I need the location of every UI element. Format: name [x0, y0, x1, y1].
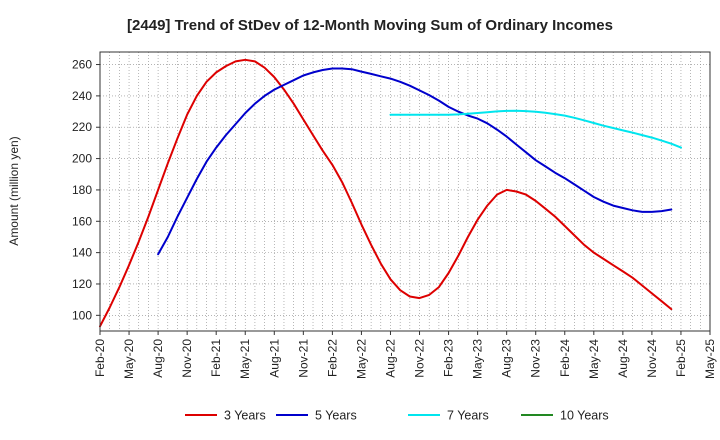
x-tick-label: Nov-20: [180, 339, 194, 378]
x-tick-label: Aug-20: [151, 339, 165, 378]
x-tick-label: Feb-21: [209, 339, 223, 377]
legend-label-5-years: 5 Years: [315, 409, 357, 423]
legend: 3 Years 5 Years 7 Years 10 Years: [185, 409, 609, 423]
x-tick-label: Feb-25: [674, 339, 688, 377]
legend-label-7-years: 7 Years: [447, 409, 489, 423]
chart-title: [2449] Trend of StDev of 12-Month Moving…: [127, 17, 613, 34]
y-tick-label: 200: [72, 152, 92, 166]
series-line-7-years: [389, 109, 682, 149]
x-tick-label: May-23: [471, 339, 485, 379]
legend-label-3-years: 3 Years: [224, 409, 266, 423]
y-tick-label: 140: [72, 246, 92, 260]
x-tick-label: Nov-24: [645, 339, 659, 378]
y-tick-label: 180: [72, 183, 92, 197]
x-tick-label: May-22: [354, 339, 368, 379]
series-layer: [99, 58, 682, 328]
x-tick-label: Aug-24: [616, 339, 630, 378]
x-tick-label: Nov-23: [529, 339, 543, 378]
y-tick-label: 240: [72, 89, 92, 103]
x-tick-label: Feb-20: [93, 339, 107, 377]
series-line-3-years: [99, 58, 673, 328]
x-tick-label: Feb-23: [442, 339, 456, 377]
x-tick-label: Feb-24: [558, 339, 572, 377]
y-tick-label: 120: [72, 277, 92, 291]
x-tick-label: Aug-22: [383, 339, 397, 378]
y-tick-label: 100: [72, 308, 92, 322]
x-tick-label: Nov-22: [413, 339, 427, 378]
x-tick-label: May-25: [703, 339, 717, 379]
x-tick-label: Nov-21: [296, 339, 310, 378]
x-tick-label: Aug-21: [267, 339, 281, 378]
y-axis: 100 120 140 160 180 200 220 240 260: [72, 58, 100, 322]
x-tick-label: Feb-22: [325, 339, 339, 377]
plot-frame: [99, 51, 711, 332]
x-tick-label: May-20: [122, 339, 136, 379]
y-tick-label: 160: [72, 214, 92, 228]
y-axis-label: Amount (million yen): [7, 136, 21, 245]
legend-label-10-years: 10 Years: [560, 409, 609, 423]
x-tick-label: Aug-23: [500, 339, 514, 378]
plot-area: [100, 52, 710, 331]
x-axis: Feb-20 May-20 Aug-20 Nov-20 Feb-21 May-21 Aug-…: [93, 331, 717, 379]
series-line-5-years: [157, 67, 673, 256]
x-tick-label: May-21: [238, 339, 252, 379]
x-tick-label: May-24: [587, 339, 601, 379]
y-tick-label: 220: [72, 120, 92, 134]
y-tick-label: 260: [72, 58, 92, 72]
